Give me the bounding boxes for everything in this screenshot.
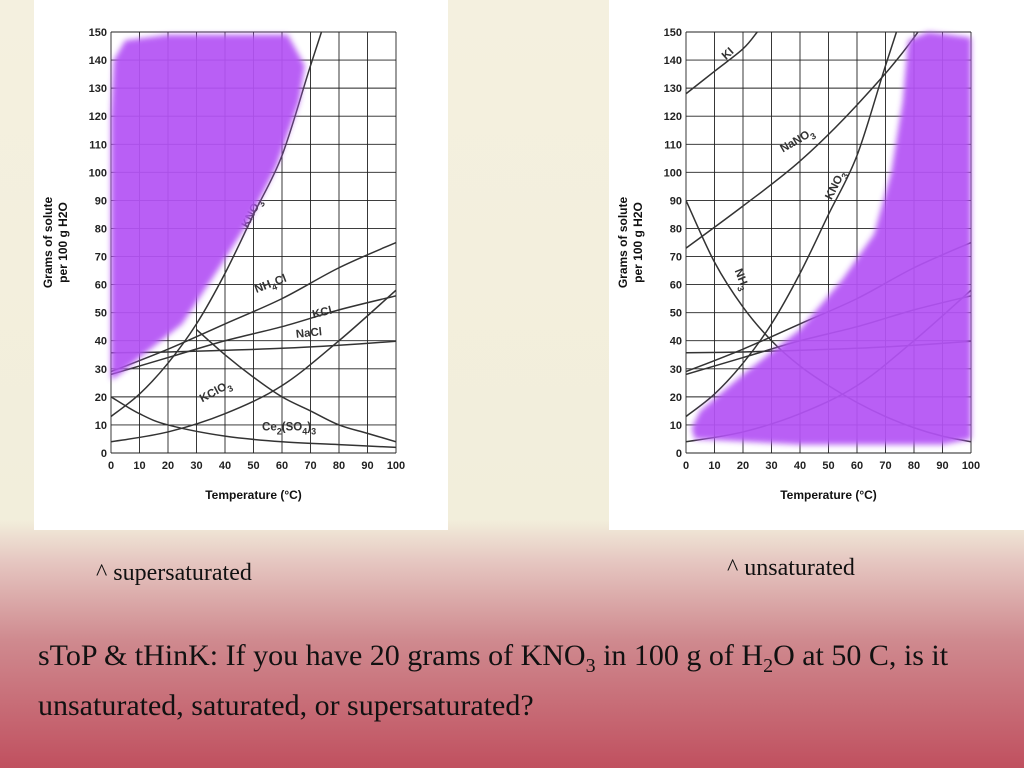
x-tick-label: 20	[737, 460, 749, 472]
y-tick-label: 70	[95, 252, 107, 264]
x-axis-label: Temperature (°C)	[780, 488, 877, 502]
x-tick-label: 90	[936, 460, 948, 472]
y-tick-label: 140	[664, 55, 682, 67]
y-tick-label: 150	[89, 27, 107, 39]
y-tick-label: 0	[676, 448, 682, 460]
y-tick-label: 130	[664, 83, 682, 95]
y-tick-label: 40	[95, 336, 107, 348]
y-tick-label: 20	[670, 392, 682, 404]
y-tick-label: 140	[89, 55, 107, 67]
x-tick-label: 80	[908, 460, 920, 472]
question-part-1: sToP & tHinK: If you have 20 grams of KN…	[38, 639, 586, 672]
y-tick-label: 110	[89, 139, 107, 151]
label-nacl: NaCl	[295, 326, 322, 341]
label-kcl: KCl	[311, 305, 333, 321]
x-tick-label: 0	[108, 460, 114, 472]
y-tick-label: 80	[95, 223, 107, 235]
y-tick-label: 110	[664, 139, 682, 151]
label-nh3: NH3​	[729, 267, 751, 293]
curve-kno3	[111, 32, 323, 418]
x-tick-label: 40	[219, 460, 231, 472]
y-tick-label: 130	[89, 83, 107, 95]
y-tick-label: 120	[89, 111, 107, 123]
caption-supersaturated: ^ supersaturated	[96, 560, 252, 586]
x-tick-label: 10	[133, 460, 145, 472]
x-tick-label: 40	[794, 460, 806, 472]
question-sub-2: 2	[763, 655, 774, 677]
y-tick-label: 30	[95, 364, 107, 376]
x-tick-label: 60	[276, 460, 288, 472]
left-chart-panel: 0 10 20 30 40 50 60 70 80 90 100 0 10 20 30 40 50 60 70 80 9…	[34, 0, 448, 530]
question-part-2: in 100 g of H	[595, 639, 764, 672]
y-tick-label: 30	[670, 364, 682, 376]
x-tick-label: 70	[304, 460, 316, 472]
right-solubility-chart: 0 10 20 30 40 50 60 70 80 90 100 0 10 20 30 40 50 60 70 80 9…	[616, 27, 980, 502]
curve-nano3	[686, 32, 919, 249]
question-part-3: O at 50 C, is it unsaturated, saturated,…	[38, 639, 949, 722]
left-solubility-chart: 0 10 20 30 40 50 60 70 80 90 100 0 10 20 30 40 50 60 70 80 9…	[41, 27, 405, 502]
curves	[111, 32, 396, 449]
y-tick-label: 60	[670, 280, 682, 292]
label-kclo3: KClO3​	[198, 379, 235, 408]
y-tick-label: 50	[95, 308, 107, 320]
shaded-region-supersaturated	[111, 34, 305, 381]
x-tick-label: 60	[851, 460, 863, 472]
label-ce2so43: Ce2​(SO4​)3​	[262, 422, 316, 437]
question-text: sToP & tHinK: If you have 20 grams of KN…	[38, 636, 998, 726]
curve-kclo3	[111, 289, 396, 443]
x-tick-label: 100	[962, 460, 980, 472]
y-tick-label: 0	[101, 448, 107, 460]
caption-unsaturated: ^ unsaturated	[727, 555, 855, 581]
y-tick-label: 100	[89, 167, 107, 179]
curve-ce2so43	[111, 396, 396, 449]
right-chart-panel: 0 10 20 30 40 50 60 70 80 90 100 0 10 20 30 40 50 60 70 80 9…	[609, 0, 1024, 530]
y-tick-label: 90	[95, 195, 107, 207]
y-tick-label: 100	[664, 167, 682, 179]
y-tick-label: 10	[670, 420, 682, 432]
y-tick-label: 90	[670, 195, 682, 207]
y-tick-label: 20	[95, 392, 107, 404]
x-tick-label: 90	[361, 460, 373, 472]
x-tick-label: 80	[333, 460, 345, 472]
x-tick-label: 100	[387, 460, 405, 472]
y-tick-label: 40	[670, 336, 682, 348]
label-nh4cl: NH4​Cl	[253, 273, 289, 299]
curve-ki	[686, 32, 758, 95]
x-tick-label: 50	[822, 460, 834, 472]
x-tick-label: 50	[247, 460, 259, 472]
curve-nh3	[196, 328, 396, 443]
x-tick-label: 70	[879, 460, 891, 472]
x-tick-label: 10	[708, 460, 720, 472]
y-axis-label: Grams of soluteper 100 g H2O	[41, 197, 70, 289]
x-axis-label: Temperature (°C)	[205, 488, 302, 502]
y-axis-label: Grams of soluteper 100 g H2O	[616, 197, 645, 289]
shaded-region-unsaturated	[691, 32, 971, 445]
x-tick-label: 20	[162, 460, 174, 472]
y-tick-label: 70	[670, 252, 682, 264]
x-tick-label: 30	[190, 460, 202, 472]
curve-nh4cl	[111, 241, 396, 373]
question-sub-1: 3	[585, 655, 596, 677]
label-nano3: NaNO3​	[778, 126, 818, 157]
x-tick-label: 30	[765, 460, 777, 472]
y-tick-label: 50	[670, 308, 682, 320]
y-tick-label: 60	[95, 280, 107, 292]
curve-kno3	[686, 32, 898, 418]
y-tick-label: 10	[95, 420, 107, 432]
y-tick-label: 150	[664, 27, 682, 39]
curve-nacl	[111, 340, 396, 354]
curve-kcl	[111, 295, 396, 376]
y-tick-label: 120	[664, 111, 682, 123]
y-tick-label: 80	[670, 223, 682, 235]
x-tick-label: 0	[683, 460, 689, 472]
